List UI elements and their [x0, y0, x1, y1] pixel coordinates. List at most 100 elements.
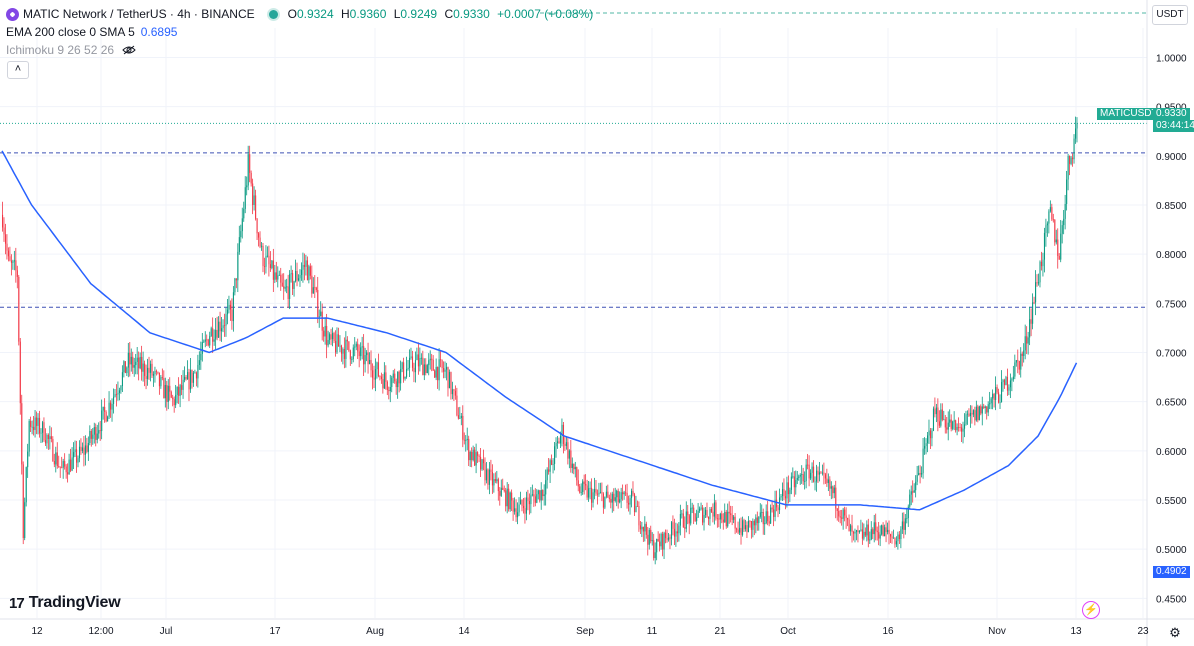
symbol-row: MATIC Network / TetherUS · 4h · BINANCE …	[6, 5, 597, 23]
price-tick-label: 0.5000	[1156, 545, 1187, 556]
candle-body	[138, 357, 140, 369]
candle-body	[261, 245, 263, 247]
candle-body	[453, 389, 455, 391]
candle-body	[830, 486, 832, 489]
candle-body	[249, 154, 251, 173]
candle-body	[564, 443, 566, 446]
candle-body	[4, 234, 7, 244]
ichimoku-label: Ichimoku 9 26 52 26	[6, 43, 115, 57]
low-value: 0.9249	[400, 7, 438, 21]
candle-body	[480, 456, 482, 470]
candle-body	[827, 479, 829, 484]
candle-body	[864, 531, 866, 536]
ema-indicator-row[interactable]: EMA 200 close 0 SMA 5 0.6895	[6, 23, 597, 41]
candle-body	[252, 183, 254, 205]
candle-body	[522, 505, 525, 509]
candle-body	[675, 531, 677, 537]
candle-body	[838, 511, 840, 517]
candle-body	[324, 325, 326, 337]
candle-body	[65, 466, 67, 473]
gear-icon[interactable]: ⚙	[1169, 625, 1181, 640]
candle-body	[345, 339, 347, 359]
candle-body	[848, 519, 850, 532]
candle-body	[111, 403, 113, 410]
candle-body	[265, 255, 267, 267]
candle-body	[440, 359, 442, 361]
candle-body	[275, 272, 277, 280]
candle-body	[807, 464, 809, 466]
candle-body	[690, 507, 692, 524]
currency-selector[interactable]: USDT	[1152, 5, 1188, 25]
candle-body	[555, 443, 557, 447]
candle-body	[1049, 207, 1051, 212]
candle-body	[99, 430, 101, 432]
candle-body	[734, 516, 736, 529]
candle-body	[86, 445, 88, 452]
candle-body	[201, 342, 203, 354]
market-status-icon[interactable]	[268, 9, 278, 19]
candle-body	[585, 484, 587, 486]
lightning-icon[interactable]: ⚡	[1082, 601, 1100, 619]
symbol-title[interactable]: MATIC Network / TetherUS · 4h · BINANCE	[23, 7, 255, 21]
candle-body	[148, 367, 150, 373]
candle-body	[360, 347, 362, 357]
candle-body	[966, 413, 969, 415]
candle-body	[781, 489, 784, 497]
ema-value: 0.6895	[140, 25, 178, 39]
candle-body	[607, 491, 609, 498]
candle-body	[950, 419, 952, 429]
candle-body	[743, 520, 745, 530]
candle-body	[795, 480, 797, 488]
candle-body	[511, 492, 513, 501]
hidden-eye-icon[interactable]	[122, 45, 136, 55]
tradingview-logo[interactable]: 17 TradingView	[9, 594, 121, 612]
tradingview-mark-icon: 17	[9, 594, 25, 612]
candle-body	[953, 420, 955, 422]
candle-body	[559, 435, 562, 444]
candle-body	[1040, 261, 1043, 267]
candle-body	[847, 518, 849, 520]
collapse-legend-button[interactable]: ˄	[7, 61, 29, 79]
candle-body	[216, 329, 218, 338]
candle-body	[685, 511, 687, 529]
candle-body	[246, 185, 248, 188]
candle-body	[411, 356, 414, 368]
candle-body	[724, 511, 726, 523]
candle-body	[443, 368, 445, 372]
candle-body	[215, 329, 217, 340]
candle-body	[509, 492, 511, 510]
candle-body	[633, 494, 636, 513]
candle-body	[53, 460, 55, 465]
candle-body	[404, 376, 406, 379]
candle-body	[187, 372, 189, 380]
candle-body	[768, 521, 770, 524]
candle-body	[329, 334, 331, 340]
candle-body	[373, 377, 375, 380]
candle-body	[483, 459, 485, 464]
candle-body	[407, 367, 409, 369]
candle-body	[283, 286, 285, 289]
ichimoku-indicator-row[interactable]: Ichimoku 9 26 52 26	[6, 41, 597, 59]
candle-body	[918, 473, 920, 476]
candle-body	[666, 538, 668, 540]
candle-body	[327, 339, 329, 346]
candle-body	[67, 472, 69, 475]
candle-body	[361, 346, 363, 348]
candle-body	[487, 469, 489, 485]
candle-body	[759, 512, 761, 517]
price-tick-label: 0.8500	[1156, 201, 1187, 212]
candle-body	[47, 434, 49, 440]
candle-body	[428, 360, 430, 366]
candle-body	[810, 472, 812, 479]
candle-body	[647, 534, 649, 545]
candle-body	[943, 419, 945, 421]
candle-body	[298, 278, 300, 281]
candle-body	[915, 481, 917, 491]
candle-body	[925, 443, 927, 447]
candle-body	[369, 359, 371, 365]
price-tick-label: 1.0000	[1156, 54, 1187, 65]
candle-body	[909, 494, 911, 507]
candle-body	[250, 172, 252, 184]
candle-body	[278, 274, 280, 276]
